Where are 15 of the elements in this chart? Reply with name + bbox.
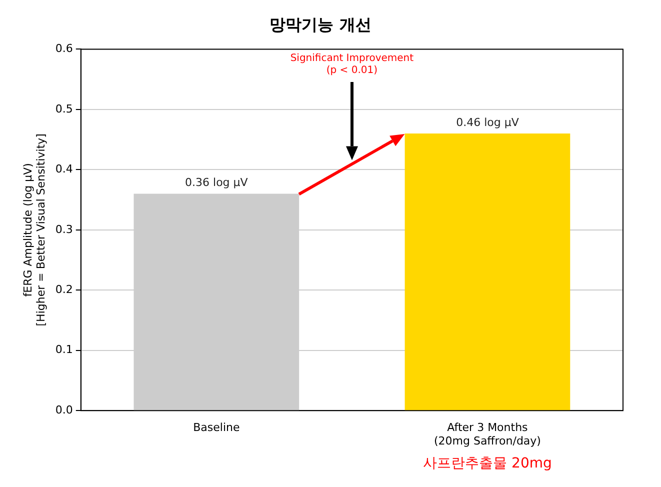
x-tick-label: Baseline (193, 421, 240, 434)
y-tick-label: 0.2 (55, 282, 73, 296)
annotation: Significant Improvement (p < 0.01) (290, 52, 414, 76)
text: 사프란추출물 20mg (423, 456, 552, 472)
y-axis-title: fERG Amplitude (log µV) [Higher = Better Visual Sensitivity] (21, 134, 48, 326)
y-tick-label: 0.1 (55, 343, 73, 356)
y-tick-label: 0.5 (55, 102, 73, 116)
y-tick-label: 0.4 (55, 162, 73, 176)
y-tick-label: 0.6 (55, 42, 73, 56)
y-tick-label: 0.3 (55, 222, 73, 236)
x-tick-label: After 3 Months (20mg Saffron/day) (434, 421, 541, 448)
chart-title: 망막기능 개선 (270, 14, 372, 34)
data-label: 0.46 log µV (456, 116, 520, 129)
data-label: 0.36 log µV (185, 176, 248, 190)
y-tick-label: 0.0 (55, 403, 73, 416)
